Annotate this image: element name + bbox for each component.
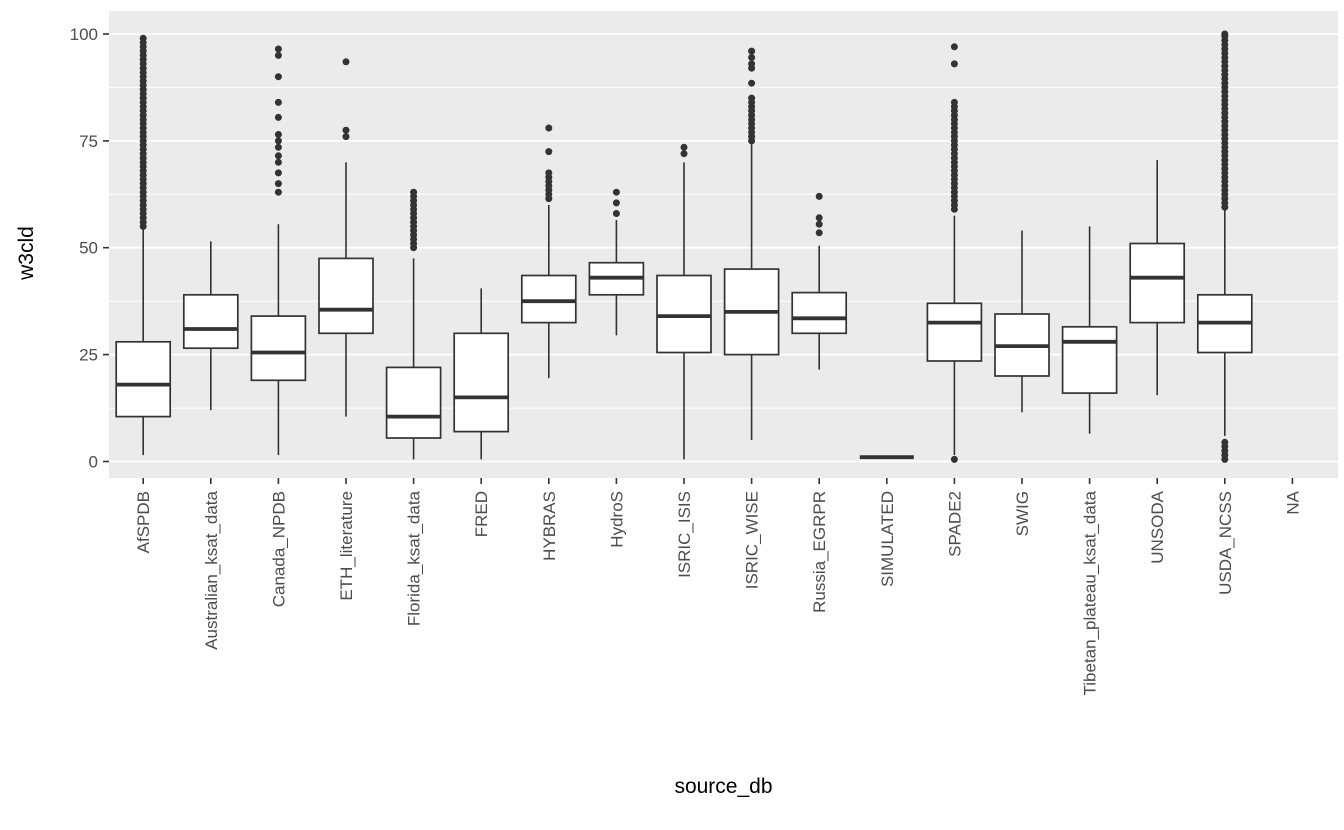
box-SPADE2 bbox=[926, 43, 983, 463]
iqr-box bbox=[318, 257, 374, 335]
box-UNSODA bbox=[1129, 160, 1186, 396]
iqr-box bbox=[791, 291, 848, 335]
outlier-point bbox=[274, 137, 282, 145]
outlier-point bbox=[1221, 30, 1229, 38]
x-tick-label: ISRIC_WISE bbox=[743, 491, 762, 589]
outlier-point bbox=[612, 188, 620, 196]
x-tick-label: Canada_NPDB bbox=[269, 491, 288, 607]
iqr-box bbox=[453, 332, 510, 433]
outlier-point bbox=[815, 192, 823, 200]
outlier-point bbox=[950, 455, 958, 463]
outlier-point bbox=[274, 169, 282, 177]
outlier-point bbox=[274, 131, 282, 138]
box-SWIG bbox=[994, 230, 1050, 413]
iqr-box bbox=[385, 366, 442, 439]
box-Canada_NPDB bbox=[250, 45, 307, 456]
y-tick-label: 100 bbox=[70, 25, 98, 44]
outlier-point bbox=[612, 210, 620, 217]
outlier-point bbox=[410, 188, 418, 196]
y-axis-title: w3cld bbox=[15, 226, 38, 280]
x-tick-label: SWIG bbox=[1013, 491, 1032, 536]
outlier-point bbox=[342, 58, 350, 66]
outlier-point bbox=[274, 51, 282, 59]
box-ISRIC_ISIS bbox=[656, 143, 712, 460]
box-HydroS bbox=[588, 188, 645, 336]
x-tick-label: Tibetan_plateau_ksat_data bbox=[1081, 490, 1100, 695]
outlier-point bbox=[274, 143, 282, 151]
iqr-box bbox=[182, 293, 239, 350]
outlier-point bbox=[680, 150, 688, 158]
outlier-point bbox=[748, 94, 756, 102]
x-tick-label: SIMULATED bbox=[878, 491, 897, 587]
x-tick-label: ETH_literature bbox=[337, 491, 356, 601]
box-ISRIC_WISE bbox=[723, 47, 780, 441]
outlier-point bbox=[950, 98, 958, 106]
box-Australian_ksat_data bbox=[182, 241, 239, 411]
x-tick-label: UNSODA bbox=[1148, 490, 1167, 563]
y-tick-label: 75 bbox=[79, 132, 98, 151]
outlier-point bbox=[342, 126, 350, 134]
outlier-point bbox=[274, 45, 282, 53]
iqr-box bbox=[1061, 325, 1118, 394]
x-tick-label: Russia_EGRPR bbox=[810, 491, 829, 613]
outlier-point bbox=[545, 169, 553, 177]
iqr-box bbox=[1129, 242, 1186, 324]
outlier-point bbox=[139, 34, 147, 42]
outlier-point bbox=[612, 199, 620, 207]
y-tick-label: 50 bbox=[79, 239, 98, 258]
x-tick-label: FRED bbox=[472, 491, 491, 537]
outlier-point bbox=[748, 79, 756, 87]
outlier-point bbox=[748, 47, 756, 55]
box-HYBRAS bbox=[520, 124, 577, 379]
y-tick-label: 25 bbox=[79, 346, 98, 365]
outlier-point bbox=[815, 214, 823, 222]
outlier-point bbox=[274, 98, 282, 106]
outlier-point bbox=[342, 133, 350, 141]
x-tick-label: SPADE2 bbox=[945, 491, 964, 557]
outlier-point bbox=[815, 220, 823, 228]
x-tick-label: AfSPDB bbox=[134, 491, 153, 553]
x-tick-label: Australian_ksat_data bbox=[202, 490, 221, 649]
outlier-point bbox=[748, 54, 756, 61]
outlier-point bbox=[680, 143, 688, 151]
outlier-point bbox=[274, 158, 282, 166]
box-Russia_EGRPR bbox=[791, 192, 848, 370]
outlier-point bbox=[545, 148, 553, 156]
x-tick-label: Florida_ksat_data bbox=[405, 490, 424, 626]
outlier-point bbox=[274, 180, 282, 188]
outlier-point bbox=[1221, 438, 1229, 446]
iqr-box bbox=[115, 340, 172, 418]
x-tick-label: HydroS bbox=[607, 491, 626, 548]
outlier-point bbox=[950, 43, 958, 51]
box-Florida_ksat_data bbox=[385, 188, 442, 460]
iqr-box bbox=[520, 274, 577, 324]
box-FRED bbox=[453, 288, 510, 460]
y-tick-label: 0 bbox=[89, 453, 98, 472]
outlier-point bbox=[815, 229, 823, 237]
iqr-box bbox=[250, 315, 307, 382]
box-AfSPDB bbox=[115, 34, 172, 456]
outlier-point bbox=[950, 60, 958, 68]
outlier-point bbox=[274, 152, 282, 160]
box-ETH_literature bbox=[318, 58, 374, 417]
x-tick-label: ISRIC_ISIS bbox=[675, 491, 694, 578]
box-USDA_NCSS bbox=[1196, 30, 1253, 463]
x-tick-label: USDA_NCSS bbox=[1216, 491, 1235, 595]
x-tick-label: NA bbox=[1283, 490, 1302, 514]
outlier-point bbox=[545, 124, 553, 132]
box-Tibetan_plateau_ksat_data bbox=[1061, 226, 1118, 434]
x-tick-label: HYBRAS bbox=[540, 491, 559, 561]
iqr-box bbox=[926, 302, 983, 362]
x-axis-title: source_db bbox=[674, 775, 773, 798]
outlier-point bbox=[274, 113, 282, 121]
outlier-point bbox=[274, 188, 282, 196]
outlier-point bbox=[274, 73, 282, 81]
iqr-box bbox=[656, 274, 712, 354]
outlier-point bbox=[748, 60, 756, 68]
